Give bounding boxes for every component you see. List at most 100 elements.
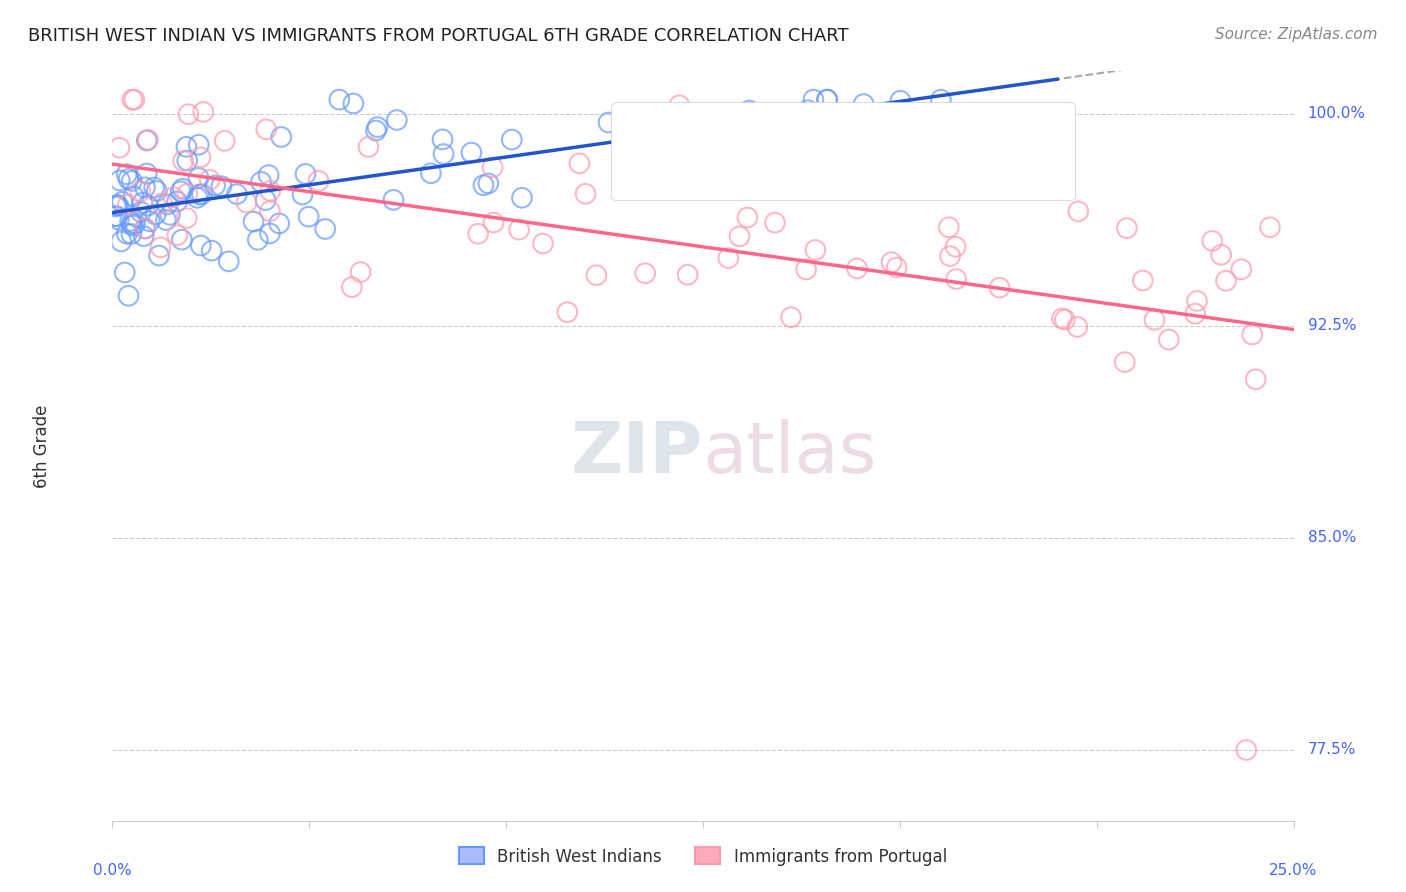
Point [135,166,157,180]
Text: ■: ■ [640,162,658,182]
Point [349,265,371,279]
Point [1053,312,1076,326]
Point [187,170,209,185]
Point [105,198,128,212]
Point [134,221,156,235]
Point [815,93,838,107]
Text: ZIP: ZIP [571,418,703,488]
Point [1258,220,1281,235]
Point [138,214,160,228]
Point [676,268,699,282]
Point [146,184,169,198]
Point [201,244,224,258]
Point [114,265,136,279]
Point [294,167,316,181]
Point [432,147,454,161]
Point [482,215,505,229]
Point [598,115,620,129]
Point [117,172,139,186]
Text: 92.5%: 92.5% [1308,318,1357,334]
Point [340,280,363,294]
Point [129,204,152,219]
Point [105,210,128,224]
Point [585,268,607,283]
Point [170,184,193,198]
Text: ■: ■ [640,128,658,148]
Point [190,238,212,252]
Point [1066,319,1088,334]
Point [108,141,131,155]
Point [1234,743,1257,757]
Point [191,187,214,202]
Point [1184,307,1206,321]
Point [1185,293,1208,308]
Point [214,134,236,148]
Point [104,209,127,223]
Point [477,177,499,191]
Point [159,208,181,222]
Point [717,251,740,265]
Point [136,198,159,212]
Point [242,214,264,228]
Point [555,305,578,319]
Point [1132,273,1154,287]
Point [162,190,184,204]
Point [172,182,194,196]
Point [120,214,142,228]
Legend: British West Indians, Immigrants from Portugal: British West Indians, Immigrants from Po… [453,841,953,872]
Point [501,132,523,146]
Point [938,220,960,235]
Point [939,249,962,263]
Point [166,228,188,243]
Point [314,222,336,236]
Point [738,103,761,118]
Point [150,196,173,211]
Point [846,261,869,276]
Point [1157,333,1180,347]
Text: 0.0%: 0.0% [93,863,132,878]
Point [176,211,198,225]
Text: 100.0%: 100.0% [1308,106,1365,121]
Point [1050,311,1073,326]
Point [135,134,157,148]
Point [1067,204,1090,219]
Point [269,216,291,230]
Point [568,156,591,170]
Point [467,227,489,241]
Point [815,93,838,107]
Point [950,132,973,146]
Point [121,217,143,231]
Point [122,219,145,233]
Point [104,200,127,214]
Point [250,175,273,189]
Point [472,178,495,193]
Point [176,153,198,168]
Point [198,173,221,187]
Point [132,229,155,244]
Point [382,193,405,207]
Point [929,93,952,107]
Point [1143,313,1166,327]
Point [134,180,156,194]
Point [176,186,198,201]
Point [803,93,825,107]
Point [508,222,530,236]
Point [124,217,146,231]
Point [259,184,281,198]
Point [794,262,817,277]
Text: BRITISH WEST INDIAN VS IMMIGRANTS FROM PORTUGAL 6TH GRADE CORRELATION CHART: BRITISH WEST INDIAN VS IMMIGRANTS FROM P… [28,27,849,45]
Point [108,173,131,187]
Point [120,227,142,241]
Point [1215,274,1237,288]
Point [121,174,143,188]
Point [298,210,321,224]
Point [342,96,364,111]
Point [134,221,156,235]
Point [852,146,875,161]
Point [432,132,454,146]
Point [291,187,314,202]
Point [1114,355,1136,369]
Point [460,145,482,160]
Point [728,229,751,244]
Point [156,197,179,211]
